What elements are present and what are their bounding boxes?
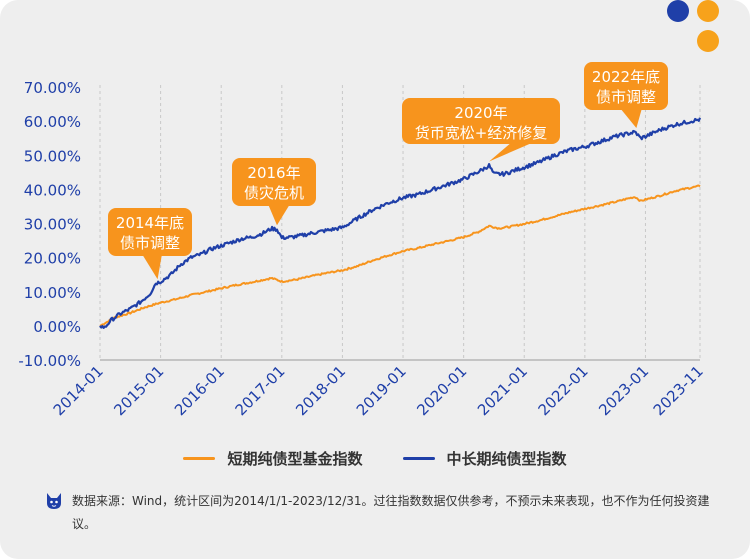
callout-text: 债灾危机: [244, 184, 304, 202]
blue-dot-icon: [667, 0, 689, 22]
x-tick-label: 2017-01: [232, 362, 289, 419]
callout-pointer: [620, 108, 642, 129]
y-tick-label: -10.00%: [18, 352, 81, 370]
legend-item-mid-long-term: 中长期纯债型指数: [402, 448, 567, 469]
y-tick-label: 50.00%: [24, 147, 81, 165]
x-tick-label: 2023-11: [650, 362, 707, 419]
line-chart: 70.00% 60.00% 50.00% 40.00% 30.00% 20.00% 10.0…: [18, 62, 707, 419]
legend: 短期纯债型基金指数 中长期纯债型指数: [0, 448, 750, 469]
y-tick-label: 70.00%: [24, 79, 81, 97]
callout-text: 2020年: [454, 104, 507, 122]
callout-pointer: [142, 254, 162, 280]
y-tick-label: 60.00%: [24, 113, 81, 131]
y-tick-label: 0.00%: [33, 318, 81, 336]
x-tick-label: 2016-01: [171, 362, 228, 419]
y-tick-label: 10.00%: [24, 284, 81, 302]
fox-mascot-icon: [47, 493, 61, 509]
y-tick-label: 40.00%: [24, 181, 81, 199]
legend-swatch-short-term: [183, 457, 216, 460]
x-tick-label: 2014-01: [50, 362, 107, 419]
series-line-mid-long-term: [99, 117, 702, 329]
callout-box: [402, 98, 560, 144]
callout-text: 货币宽松+经济修复: [415, 124, 548, 142]
callout-text: 2022年底: [592, 68, 660, 86]
x-tick-label: 2015-01: [110, 362, 167, 419]
decorative-dots: [665, 0, 725, 60]
x-tick-label: 2021-01: [474, 362, 531, 419]
orange-dot-icon: [697, 30, 719, 52]
x-tick-label: 2022-01: [535, 362, 592, 419]
legend-label: 中长期纯债型指数: [446, 450, 567, 468]
x-tick-label: 2018-01: [292, 362, 349, 419]
x-tick-label: 2019-01: [353, 362, 410, 419]
callout-box: [584, 62, 668, 110]
callout-pointer: [268, 204, 290, 226]
callout-box: [232, 158, 316, 206]
source-note: 数据来源：Wind，统计区间为2014/1/1-2023/12/31。过往指数数…: [44, 490, 714, 536]
legend-swatch-mid-long-term: [402, 457, 435, 460]
legend-label: 短期纯债型基金指数: [227, 450, 363, 468]
series-line-short-term: [99, 184, 701, 327]
legend-item-short-term: 短期纯债型基金指数: [183, 448, 363, 469]
callout-text: 2016年: [247, 164, 300, 182]
callout-text: 2014年底: [116, 214, 184, 232]
callout-text: 债市调整: [596, 88, 656, 106]
source-note-text: 数据来源：Wind，统计区间为2014/1/1-2023/12/31。过往指数数…: [72, 494, 710, 531]
callout-box: [108, 208, 192, 256]
callout-pointer: [489, 142, 534, 162]
y-tick-label: 20.00%: [24, 250, 81, 268]
callout-text: 债市调整: [120, 234, 180, 252]
x-tick-label: 2023-01: [595, 362, 652, 419]
orange-dot-icon: [697, 0, 719, 22]
y-tick-label: 30.00%: [24, 216, 81, 234]
x-tick-label: 2020-01: [413, 362, 470, 419]
